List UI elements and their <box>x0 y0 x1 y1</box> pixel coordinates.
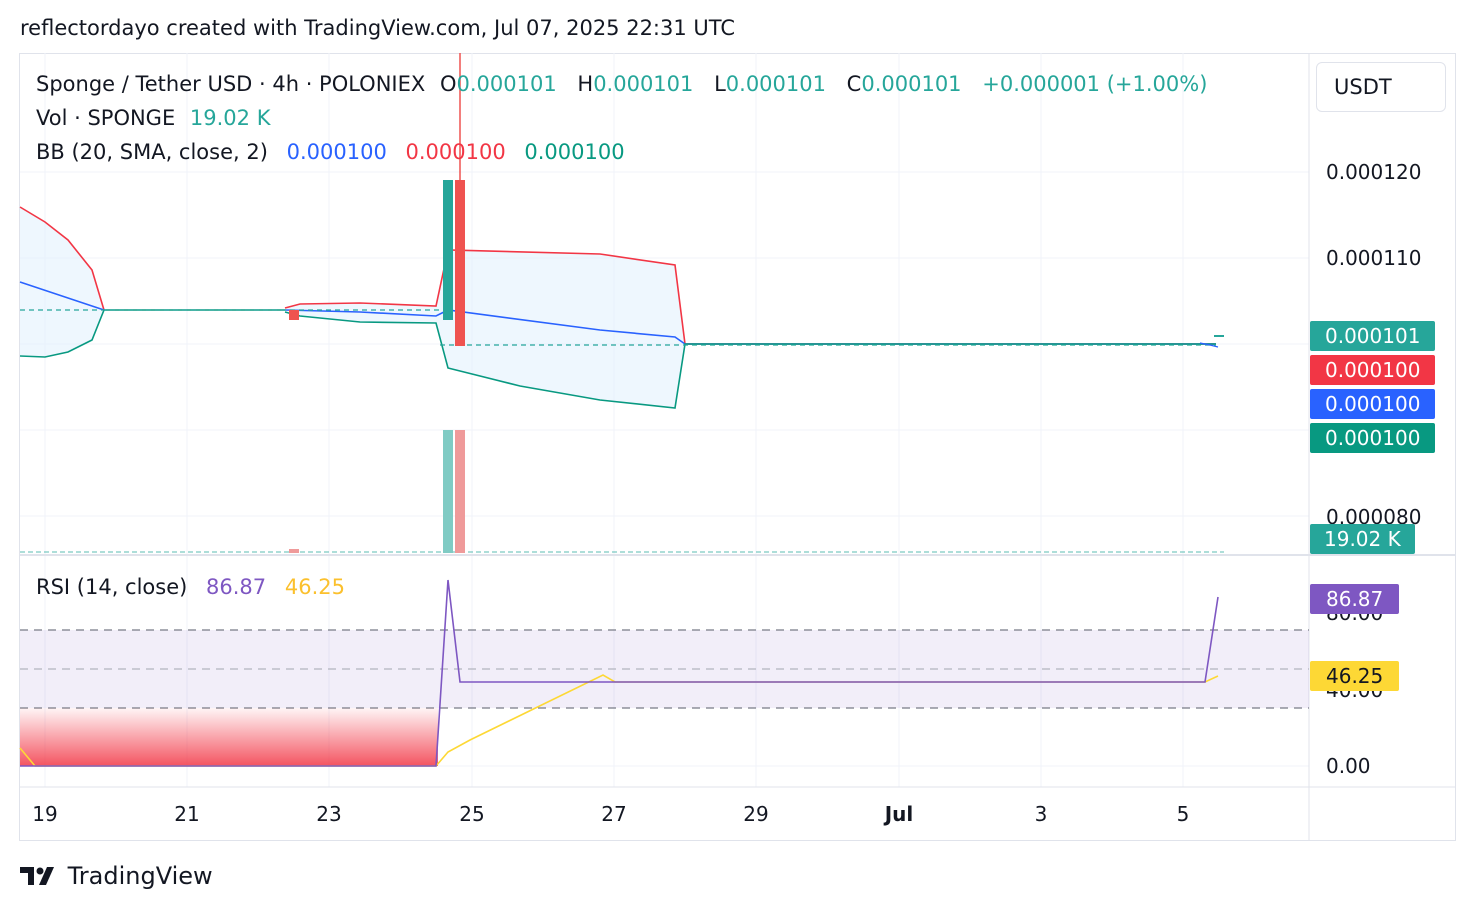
price-tick: 0.000120 <box>1326 160 1422 184</box>
price-tick: 0.000110 <box>1326 246 1422 270</box>
low-label: L <box>714 72 726 96</box>
volume-bar-up <box>443 430 453 553</box>
bb-upper-line-left <box>19 206 105 311</box>
time-tick: 27 <box>601 802 627 826</box>
bollinger-bands <box>19 206 1219 409</box>
volume-label: Vol · SPONGE <box>36 106 176 130</box>
rsi-pane <box>19 579 1309 767</box>
time-tick: 25 <box>459 802 485 826</box>
rsi-ma-value-label: 46.25 <box>1310 661 1400 691</box>
rsi-value: 86.87 <box>206 575 267 599</box>
bb-basis-value: 0.000100 <box>286 140 387 164</box>
last-price-label: 0.000101 <box>1310 321 1436 351</box>
bb-fill-left <box>20 207 104 357</box>
time-tick: 21 <box>174 802 200 826</box>
volume-bars <box>20 430 1224 553</box>
change-value: +0.000001 (+1.00%) <box>982 72 1208 96</box>
bb-lower-value: 0.000100 <box>524 140 625 164</box>
candle-down-small <box>289 310 299 320</box>
symbol-title[interactable]: Sponge / Tether USD · 4h · POLONIEX <box>36 72 426 96</box>
rsi-label: RSI (14, close) <box>36 575 188 599</box>
tradingview-logo-text: TradingView <box>67 862 213 890</box>
bb-basis-price-label: 0.000100 <box>1310 389 1436 419</box>
bb-upper-price-label: 0.000100 <box>1310 355 1436 385</box>
rsi-tick: 0.00 <box>1326 754 1371 778</box>
low-value: 0.000101 <box>725 72 826 96</box>
rsi-value-label: 86.87 <box>1310 584 1400 614</box>
bb-lower-line <box>284 311 1216 409</box>
bb-label: BB (20, SMA, close, 2) <box>36 140 268 164</box>
time-tick: 3 <box>1034 802 1048 826</box>
tradingview-logo[interactable]: TradingView <box>20 862 213 890</box>
time-tick: 19 <box>32 802 58 826</box>
rsi-ma-value: 46.25 <box>284 575 345 599</box>
volume-value: 19.02 K <box>189 106 271 130</box>
high-label: H <box>577 72 594 96</box>
bb-upper-value: 0.000100 <box>405 140 506 164</box>
candle-up-big <box>443 180 453 320</box>
close-label: C <box>846 72 862 96</box>
bb-basis-line-left <box>19 281 105 311</box>
bb-upper-line <box>284 249 1216 345</box>
ohlc-legend: Sponge / Tether USD · 4h · POLONIEX O0.0… <box>36 72 1215 96</box>
chart-attribution: reflectordayo created with TradingView.c… <box>20 16 736 40</box>
bb-basis-line <box>284 309 1216 345</box>
bb-tail <box>1199 342 1219 348</box>
candles <box>289 53 1224 346</box>
volume-bar-down <box>455 430 465 553</box>
volume-bar-small <box>289 549 299 553</box>
open-label: O <box>439 72 457 96</box>
rsi-legend[interactable]: RSI (14, close) 86.87 46.25 <box>36 575 353 599</box>
chart-frame <box>19 53 1456 841</box>
time-tick: 29 <box>743 802 769 826</box>
close-value: 0.000101 <box>861 72 962 96</box>
time-tick: 23 <box>316 802 342 826</box>
open-value: 0.000101 <box>456 72 557 96</box>
time-tick-month: Jul <box>884 802 914 826</box>
volume-price-label: 19.02 K <box>1310 524 1415 554</box>
currency-unit-button[interactable]: USDT <box>1316 62 1446 112</box>
tradingview-logo-icon <box>20 867 54 885</box>
volume-legend[interactable]: Vol · SPONGE 19.02 K <box>36 106 278 130</box>
bb-legend[interactable]: BB (20, SMA, close, 2) 0.000100 0.000100… <box>36 140 633 164</box>
grid-lines <box>20 53 1309 787</box>
time-tick: 5 <box>1176 802 1190 826</box>
rsi-line <box>20 579 1219 767</box>
bb-fill-mid <box>285 250 685 408</box>
high-value: 0.000101 <box>593 72 694 96</box>
bb-lower-price-label: 0.000100 <box>1310 423 1436 453</box>
rsi-oversold-fill <box>20 708 438 766</box>
bb-lower-line-left <box>19 309 105 358</box>
candle-down-big <box>455 180 465 346</box>
